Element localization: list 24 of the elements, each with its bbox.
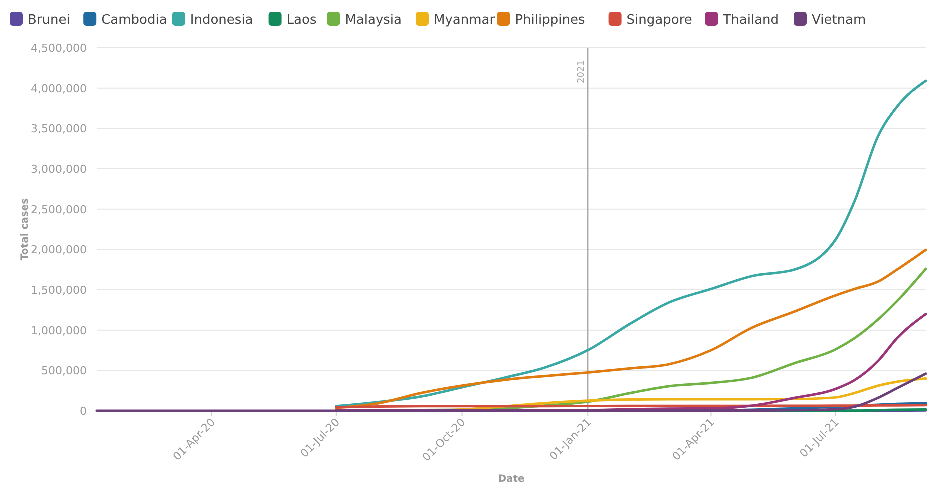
legend-label: Brunei	[28, 13, 70, 28]
x-axis-title: Date	[498, 474, 526, 484]
legend-label: Vietnam	[812, 13, 866, 28]
y-tick-label: 2,500,000	[31, 203, 87, 216]
y-tick-label: 1,500,000	[31, 284, 87, 297]
y-tick-label: 4,000,000	[31, 82, 87, 96]
legend-label: Cambodia	[102, 13, 168, 28]
legend-label: Philippines	[515, 13, 586, 28]
legend-label: Thailand	[722, 13, 780, 28]
y-tick-label: 0	[80, 405, 87, 418]
y-axis-title: Total cases	[20, 198, 31, 261]
y-tick-label: 3,000,000	[31, 163, 87, 176]
y-tick-label: 3,500,000	[31, 122, 87, 136]
ref-line-label: 2021	[577, 60, 588, 84]
y-tick-label: 4,500,000	[31, 42, 87, 55]
y-tick-label: 1,000,000	[31, 324, 87, 338]
y-tick-label: 2,000,000	[31, 244, 87, 257]
legend-label: Malaysia	[345, 13, 402, 28]
legend-label: Myanmar	[434, 13, 496, 28]
line-series	[96, 372, 928, 412]
legend-label: Laos	[286, 13, 317, 28]
legend-label: Indonesia	[190, 13, 254, 28]
y-tick-label: 500,000	[42, 364, 87, 378]
legend-label: Singapore	[626, 13, 692, 28]
